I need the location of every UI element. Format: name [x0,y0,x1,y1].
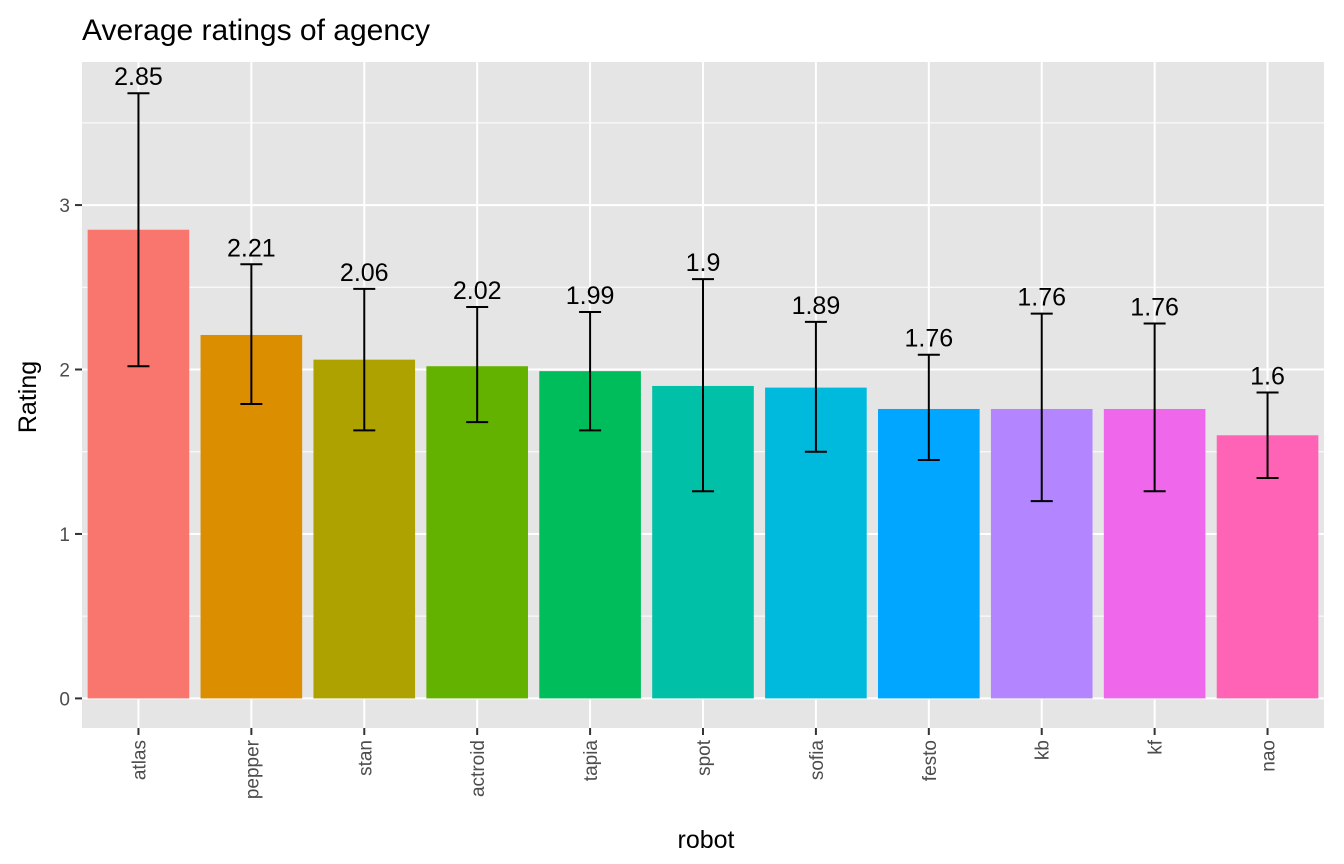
value-label-pepper: 2.21 [227,234,276,262]
errorbar-sofia [804,320,827,453]
value-label-sofia: 1.89 [792,292,841,320]
y-axis: 0 1 2 3 [59,196,82,710]
value-label-stan: 2.06 [340,259,389,287]
x-tick-label: spot [694,739,715,776]
x-tick-label: festo [920,740,941,781]
errorbar-nao [1256,391,1279,480]
errorbar-spot [692,278,714,493]
x-tick-label: pepper [242,739,263,799]
y-tick-label: 1 [59,525,70,546]
x-tick-label: atlas [129,740,150,780]
x-tick-label: kb [1033,740,1054,760]
errorbar-stan [353,287,376,432]
value-label-spot: 1.9 [686,249,721,277]
errorbar-atlas [127,92,150,368]
y-tick-label: 3 [59,196,70,217]
x-tick-label: actroid [468,740,489,797]
x-axis: atlas pepper stan actroid tapia spot sofia fest… [129,728,1280,799]
errorbar-festo [917,353,940,461]
x-tick-label: tapia [581,740,602,782]
errorbar-kf [1143,322,1166,493]
y-tick-label: 2 [59,361,70,382]
x-axis-title: robot [678,826,735,854]
value-label-nao: 1.6 [1250,363,1285,391]
value-label-tapia: 1.99 [566,282,615,310]
error-bars [127,92,1279,503]
y-axis-title: Rating [14,361,42,433]
y-tick-label: 0 [59,689,70,710]
errorbar-pepper [240,263,263,406]
chart-title: Average ratings of agency [82,14,430,47]
errorbar-tapia [579,310,602,432]
errorbar-kb [1030,312,1053,503]
value-label-festo: 1.76 [904,325,953,353]
errorbar-actroid [466,306,489,424]
x-tick-label: nao [1259,740,1280,772]
value-label-kf: 1.76 [1130,293,1179,321]
value-label-actroid: 2.02 [453,277,502,305]
x-tick-label: kf [1146,739,1167,755]
x-tick-label: sofia [807,740,828,781]
bar-nao [1216,435,1319,699]
x-tick-label: stan [355,740,376,776]
bars [87,229,1319,699]
value-label-atlas: 2.85 [114,63,163,91]
value-label-kb: 1.76 [1017,284,1066,312]
value-labels: 2.85 2.21 2.06 2.02 1.99 1.9 1.89 1.76 1.76 1.76 1… [114,63,1285,390]
